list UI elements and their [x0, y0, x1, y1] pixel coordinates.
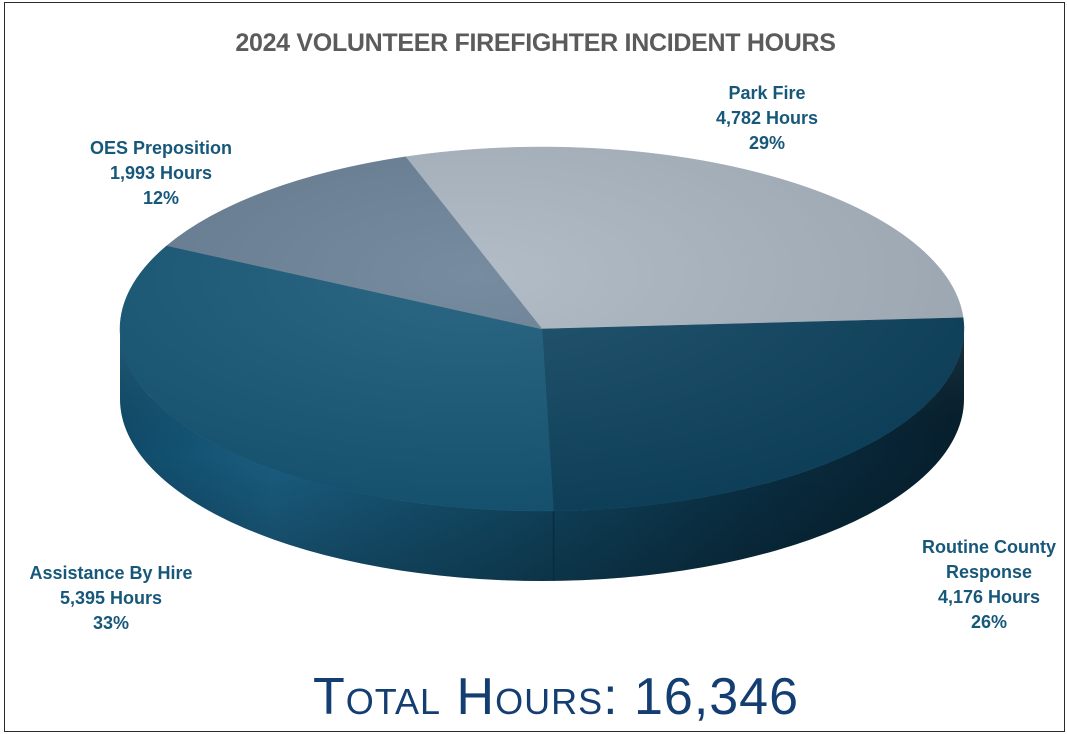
slice-hours: 1,993 Hours: [109, 163, 213, 183]
slice-percent: 26%: [970, 612, 1008, 632]
slice-label-assistance-by-hire: Assistance By Hire 5,395 Hours 33%: [5, 561, 217, 636]
slice-name: OES Preposition: [89, 138, 233, 158]
pie-side-wall-shade: [120, 329, 964, 581]
slice-name-line2: Response: [945, 562, 1033, 582]
slice-name: Park Fire: [728, 83, 806, 103]
slice-percent: 12%: [142, 188, 180, 208]
slice-percent: 33%: [92, 613, 130, 633]
slice-hours: 4,782 Hours: [715, 108, 819, 128]
slice-label-routine-county-response: Routine County Response 4,176 Hours 26%: [899, 535, 1064, 635]
slice-name: Assistance By Hire: [29, 563, 193, 583]
pie-top-sheen: [120, 147, 964, 511]
slice-percent: 29%: [748, 133, 786, 153]
slice-hours: 4,176 Hours: [937, 587, 1041, 607]
slice-hours: 5,395 Hours: [59, 588, 163, 608]
slice-name-line1: Routine County: [922, 537, 1056, 557]
slice-label-park-fire: Park Fire 4,782 Hours 29%: [677, 81, 857, 156]
total-banner: [247, 663, 865, 731]
pie-side-wall: [120, 329, 964, 581]
slice-label-oes-preposition: OES Preposition 1,993 Hours 12%: [71, 136, 251, 211]
chart-title: 2024 VOLUNTEER FIREFIGHTER INCIDENT HOUR…: [235, 29, 836, 57]
chart-frame: 2024 VOLUNTEER FIREFIGHTER INCIDENT HOUR…: [4, 2, 1065, 732]
pie-chart: [119, 146, 965, 581]
total-hours-text: Total Hours: 16,346: [312, 668, 800, 726]
pie-top: [119, 146, 965, 512]
